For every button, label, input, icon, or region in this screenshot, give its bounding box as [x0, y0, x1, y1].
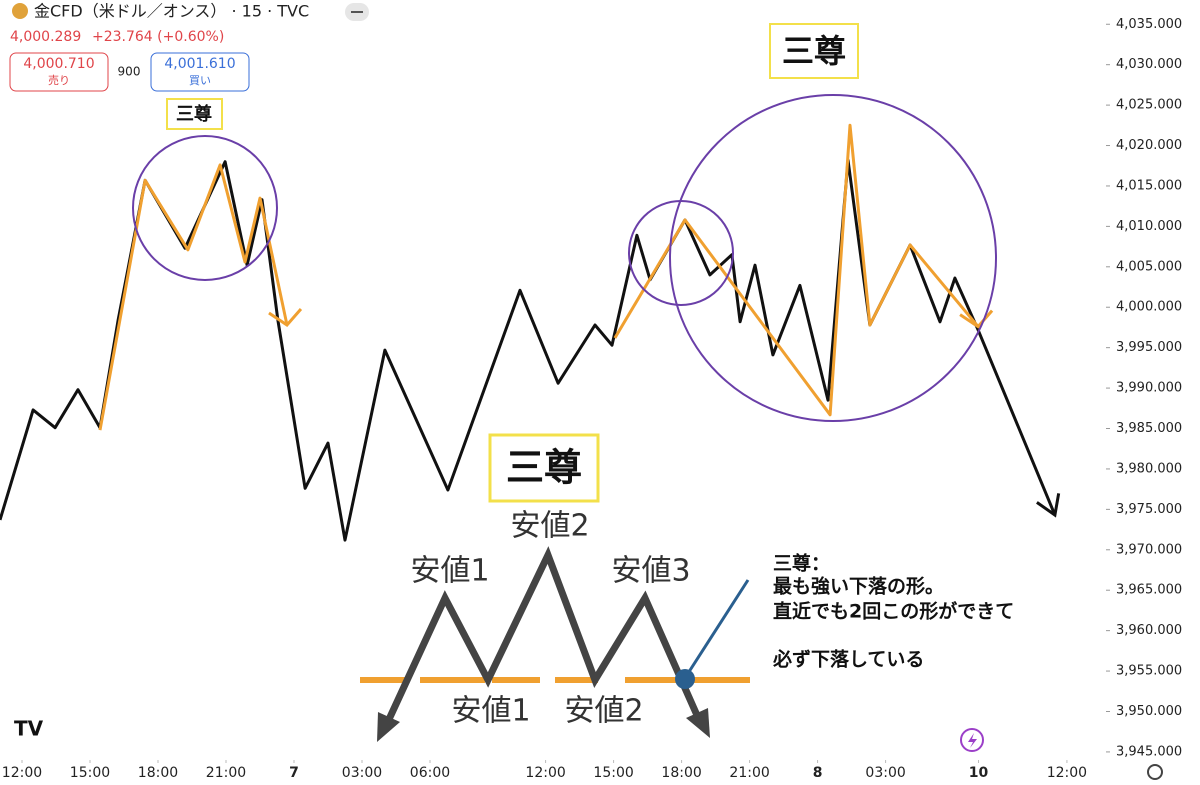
note-line: 最も強い下落の形。	[773, 575, 944, 598]
note-line: 直近でも2回この形ができて	[773, 600, 1014, 623]
buy-label: 買い	[189, 74, 211, 87]
y-tick-label: 4,015.000	[1116, 178, 1182, 193]
y-tick-label: 4,025.000	[1116, 98, 1182, 113]
note-line: 必ず下落している	[772, 648, 924, 671]
x-tick-label: 03:00	[342, 765, 382, 781]
y-tick-label: 3,955.000	[1116, 664, 1182, 679]
schematic-label: 安値1	[410, 554, 489, 589]
schematic-label: 安値3	[611, 554, 690, 589]
highlight-circle	[669, 94, 997, 422]
y-tick-label: 3,980.000	[1116, 461, 1182, 476]
note-line: 三尊：	[773, 552, 830, 575]
x-tick-label: 21:00	[729, 765, 769, 781]
y-tick-label: 3,950.000	[1116, 704, 1182, 719]
spread: 900	[118, 65, 141, 79]
x-tick-label: 06:00	[410, 765, 450, 781]
x-tick-label: 8	[813, 765, 823, 781]
label-box	[769, 23, 859, 79]
schematic-label: 安値2	[510, 509, 589, 544]
y-tick-label: 3,970.000	[1116, 542, 1182, 557]
check-mark	[268, 308, 303, 327]
change: +23.764 (+0.60%)	[92, 29, 224, 45]
x-tick-label: 15:00	[593, 765, 633, 781]
schematic-label: 安値1	[451, 694, 530, 729]
breakpoint	[675, 669, 695, 689]
logo: TV	[14, 717, 44, 741]
buy-button[interactable]	[150, 52, 250, 92]
y-tick-label: 3,990.000	[1116, 381, 1182, 396]
symbol-icon	[12, 3, 28, 19]
highlight-circle	[628, 200, 734, 306]
schematic-line	[381, 546, 704, 730]
y-tick-label: 3,945.000	[1116, 744, 1182, 759]
arrowhead	[686, 708, 710, 738]
y-tick-label: 3,985.000	[1116, 421, 1182, 436]
settings-icon[interactable]	[1147, 764, 1163, 780]
symbol-title[interactable]: 金CFD（米ドル／オンス） · 15 · TVC	[34, 2, 309, 21]
x-tick-label: 21:00	[206, 765, 246, 781]
pattern-label: 三尊	[782, 32, 846, 70]
pattern-label: 三尊	[176, 103, 212, 125]
x-tick-label: 03:00	[865, 765, 905, 781]
alert-icon[interactable]	[960, 728, 984, 752]
x-tick-label: 18:00	[138, 765, 178, 781]
pattern-label: 三尊	[506, 446, 582, 490]
x-tick-label: 12:00	[2, 765, 42, 781]
y-tick-label: 4,035.000	[1116, 17, 1182, 32]
pointer-line	[683, 579, 750, 679]
y-tick-label: 3,995.000	[1116, 340, 1182, 355]
quote: 4,000.289	[10, 29, 81, 45]
schematic	[360, 546, 750, 742]
x-tick-label: 15:00	[70, 765, 110, 781]
schematic-label: 安値2	[564, 694, 643, 729]
y-tick-label: 4,000.000	[1116, 300, 1182, 315]
buy-price: 4,001.610	[164, 56, 235, 72]
plot: 4,035.000 4,030.000 4,025.000 4,020.000 4,01…	[0, 17, 1182, 781]
sell-button[interactable]	[9, 52, 109, 92]
sell-label: 売り	[48, 74, 70, 87]
y-tick-label: 4,020.000	[1116, 138, 1182, 153]
x-tick-label: 12:00	[1047, 765, 1087, 781]
y-tick-label: 3,965.000	[1116, 583, 1182, 598]
y-tick-label: 4,005.000	[1116, 259, 1182, 274]
sell-price: 4,000.710	[23, 56, 94, 72]
arrowhead	[377, 712, 400, 742]
y-tick-label: 3,960.000	[1116, 623, 1182, 638]
x-tick-label: 18:00	[661, 765, 701, 781]
x-tick-label: 10	[969, 765, 989, 781]
price-line	[98, 123, 980, 431]
label-box	[488, 433, 600, 503]
x-tick-label: 7	[289, 765, 299, 781]
highlight-circle	[132, 135, 278, 281]
check-mark	[959, 309, 994, 329]
label-box	[166, 98, 223, 130]
alert-bolt	[968, 733, 977, 748]
x-tick-label: 12:00	[525, 765, 565, 781]
arrowhead	[1036, 493, 1061, 518]
y-tick-label: 4,010.000	[1116, 219, 1182, 234]
y-tick-label: 4,030.000	[1116, 57, 1182, 72]
y-tick-label: 3,975.000	[1116, 502, 1182, 517]
collapse-icon	[351, 11, 363, 13]
